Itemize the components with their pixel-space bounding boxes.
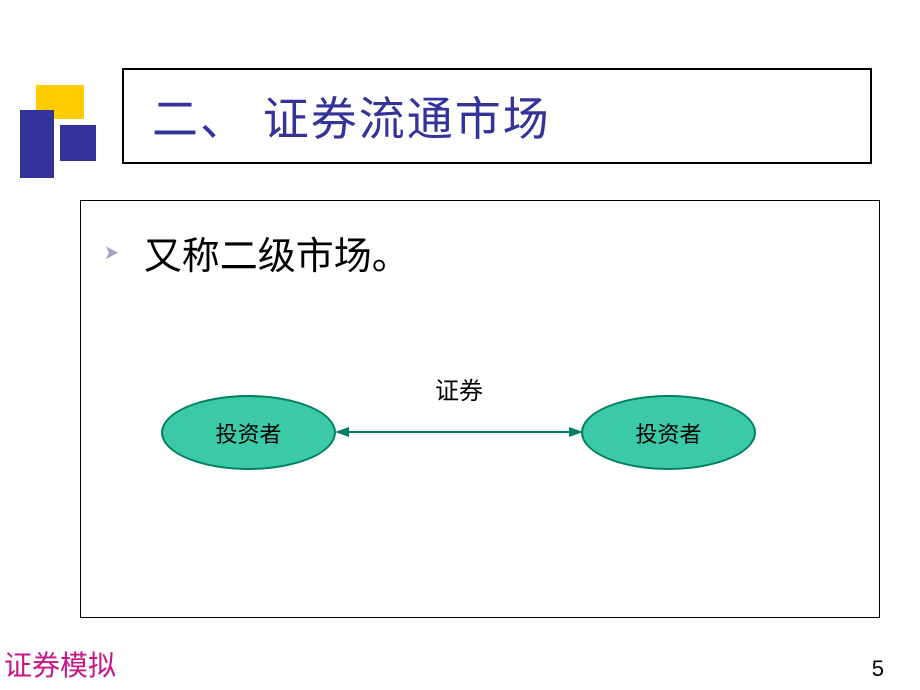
bullet-text: 又称二级市场。 — [144, 225, 410, 280]
node-label: 投资者 — [215, 417, 281, 449]
chevron-right-icon: ➤ — [104, 240, 119, 265]
slide-title: 二、 证券流通市场 — [152, 83, 551, 149]
node-label: 投资者 — [635, 417, 701, 449]
double-arrow-icon — [335, 425, 583, 439]
corner-decoration — [20, 85, 105, 185]
deco-rect-blue-large — [20, 110, 54, 178]
deco-rect-blue-small — [60, 125, 96, 161]
bullet-row: ➤ 又称二级市场。 — [103, 225, 410, 280]
node-investor-right: 投资者 — [581, 395, 756, 470]
slide: 二、 证券流通市场 ➤ 又称二级市场。 投资者 投资者 证券 证券模拟 — [0, 0, 920, 690]
footer-left-text: 证券模拟 — [4, 644, 116, 684]
page-number: 5 — [872, 656, 884, 682]
title-container: 二、 证券流通市场 — [122, 68, 872, 164]
edge: 证券 — [335, 371, 583, 471]
edge-label: 证券 — [335, 371, 583, 406]
body-container: ➤ 又称二级市场。 投资者 投资者 证券 — [80, 200, 880, 618]
flow-diagram: 投资者 投资者 证券 — [161, 371, 801, 501]
node-investor-left: 投资者 — [161, 395, 336, 470]
